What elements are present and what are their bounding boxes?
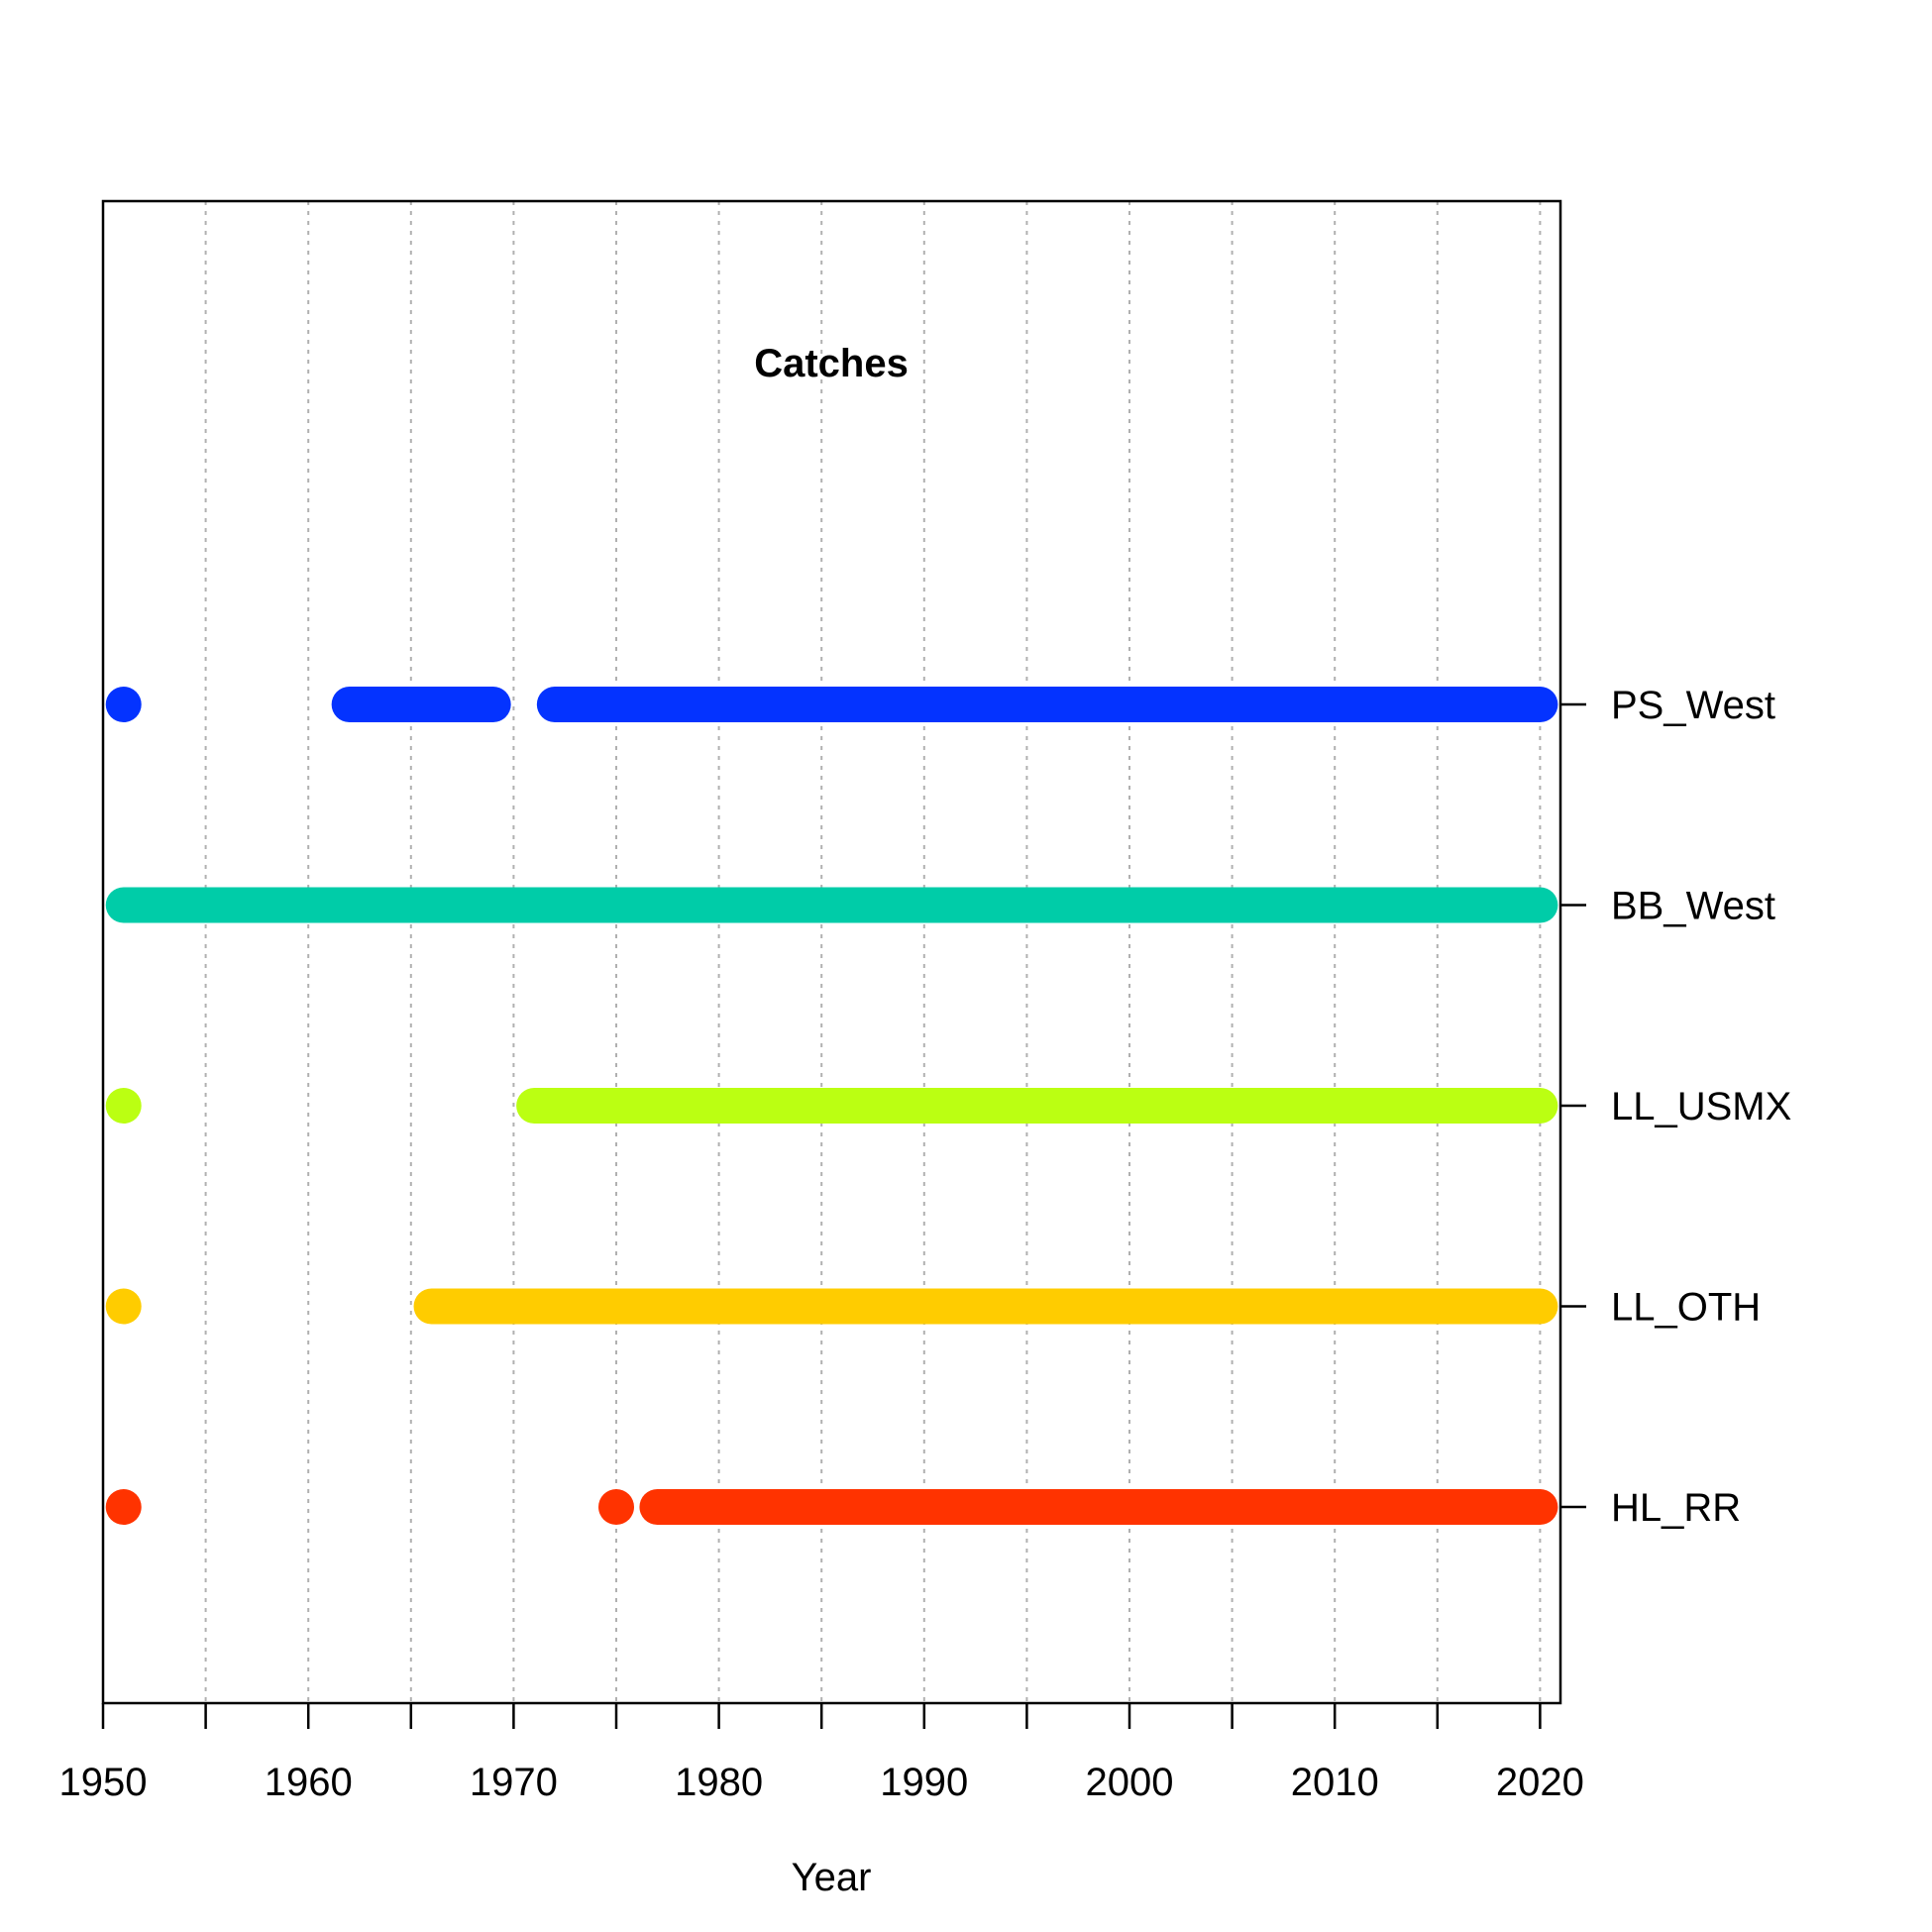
row-label-LL_OTH: LL_OTH [1611,1286,1761,1330]
x-tick-label-2010: 2010 [1291,1761,1379,1804]
x-tick-label-1970: 1970 [470,1761,558,1804]
x-tick-label-1950: 1950 [59,1761,148,1804]
series-HL_RR-segment-0 [105,1489,142,1525]
series-HL_RR-segment-1 [598,1489,634,1525]
series-LL_USMX-segment-0 [105,1088,142,1124]
x-tick-label-1990: 1990 [880,1761,968,1804]
plot-frame [101,199,1562,1705]
x-tick-label-1960: 1960 [265,1761,353,1804]
row-label-HL_RR: HL_RR [1611,1486,1741,1530]
row-label-BB_West: BB_West [1611,885,1775,928]
series-PS_West-segment-0 [105,687,142,722]
series-layer [105,687,1558,1525]
series-LL_OTH-segment-0 [105,1288,142,1325]
x-tick-label-1980: 1980 [675,1761,763,1804]
row-labels: PS_West BB_West LL_USMX LL_OTH HL_RR [1560,684,1791,1530]
row-label-LL_USMX: LL_USMX [1611,1085,1791,1128]
chart-title: Catches [754,342,909,385]
x-tick-label-2000: 2000 [1086,1761,1174,1804]
grid [204,201,1542,1703]
row-label-PS_West: PS_West [1611,684,1775,727]
x-tick-label-2020: 2020 [1496,1761,1584,1804]
x-axis: 1950 1960 1970 1980 1990 2000 2010 2020 [59,1703,1584,1804]
x-axis-title: Year [792,1856,872,1899]
